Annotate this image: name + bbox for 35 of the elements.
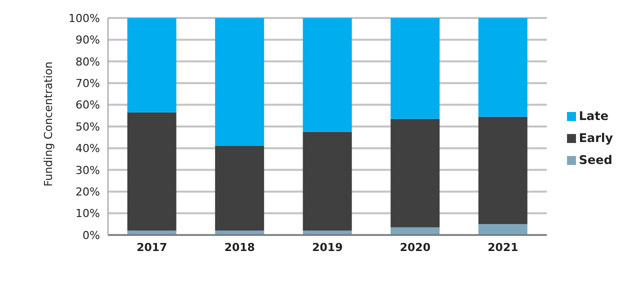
bar — [390, 18, 440, 119]
y-tick-label: 50% — [76, 120, 100, 134]
legend-label: Late — [578, 109, 608, 123]
x-tick-label: 2021 — [488, 240, 518, 254]
y-tick-label: 100% — [68, 12, 100, 25]
x-tick-label: 2017 — [136, 240, 168, 254]
y-tick-label: 20% — [76, 186, 100, 199]
legend-label: Seed — [578, 153, 612, 167]
y-tick-label: 80% — [76, 55, 100, 68]
bar — [302, 230, 352, 235]
bar — [127, 18, 176, 112]
y-tick-label: 40% — [76, 142, 100, 156]
y-tick-label: 0% — [82, 228, 100, 242]
x-tick-label: 2019 — [312, 240, 343, 254]
bar — [215, 230, 264, 235]
y-tick-label: 60% — [76, 98, 100, 112]
bar — [390, 227, 440, 235]
bar — [478, 116, 528, 224]
bar — [302, 132, 352, 231]
legend-label: Early — [578, 131, 613, 145]
bar — [478, 18, 528, 117]
bar — [215, 18, 264, 146]
y-tick-label: 30% — [76, 164, 100, 177]
x-tick-label: 2018 — [224, 240, 255, 254]
bar — [215, 146, 264, 231]
y-tick-label: 90% — [76, 34, 100, 47]
y-tick-label: 70% — [76, 77, 100, 90]
bar — [478, 224, 528, 235]
y-axis-title: Funding Concentration — [42, 61, 55, 186]
bar — [302, 18, 352, 132]
y-tick-label: 10% — [76, 207, 100, 220]
x-tick-label: 2020 — [400, 240, 431, 254]
bar — [127, 230, 176, 235]
bar — [390, 118, 440, 228]
bar — [127, 112, 176, 231]
